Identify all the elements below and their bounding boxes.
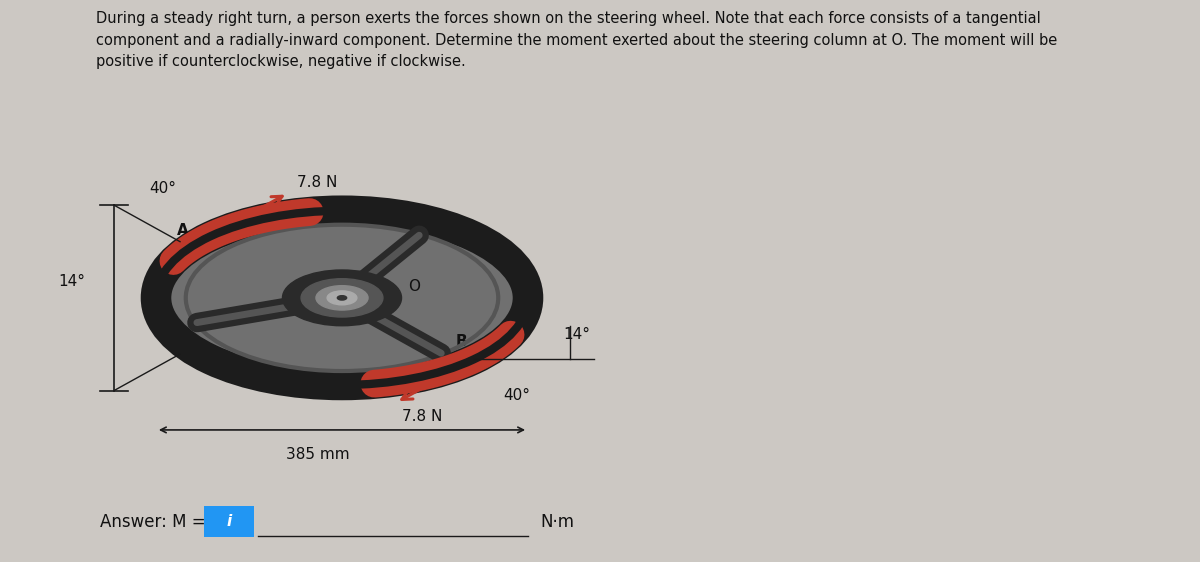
Circle shape [316,285,368,310]
Circle shape [337,296,347,300]
Text: A: A [178,223,188,238]
FancyBboxPatch shape [204,506,254,537]
Text: i: i [227,514,232,529]
Circle shape [282,270,402,326]
Text: 40°: 40° [504,388,530,404]
Text: Answer: M =: Answer: M = [100,513,205,531]
Text: N·m: N·m [540,513,574,531]
Text: B: B [456,334,468,350]
Text: During a steady right turn, a person exerts the forces shown on the steering whe: During a steady right turn, a person exe… [96,11,1057,70]
Text: 14°: 14° [59,274,85,288]
Text: 7.8 N: 7.8 N [298,175,337,191]
Circle shape [301,279,383,317]
Text: 14°: 14° [564,327,590,342]
Text: O: O [408,279,420,294]
Circle shape [328,291,356,305]
Text: 7.8 N: 7.8 N [402,409,443,424]
Text: 40°: 40° [149,181,176,196]
Circle shape [156,211,528,385]
Text: 385 mm: 385 mm [286,447,350,462]
